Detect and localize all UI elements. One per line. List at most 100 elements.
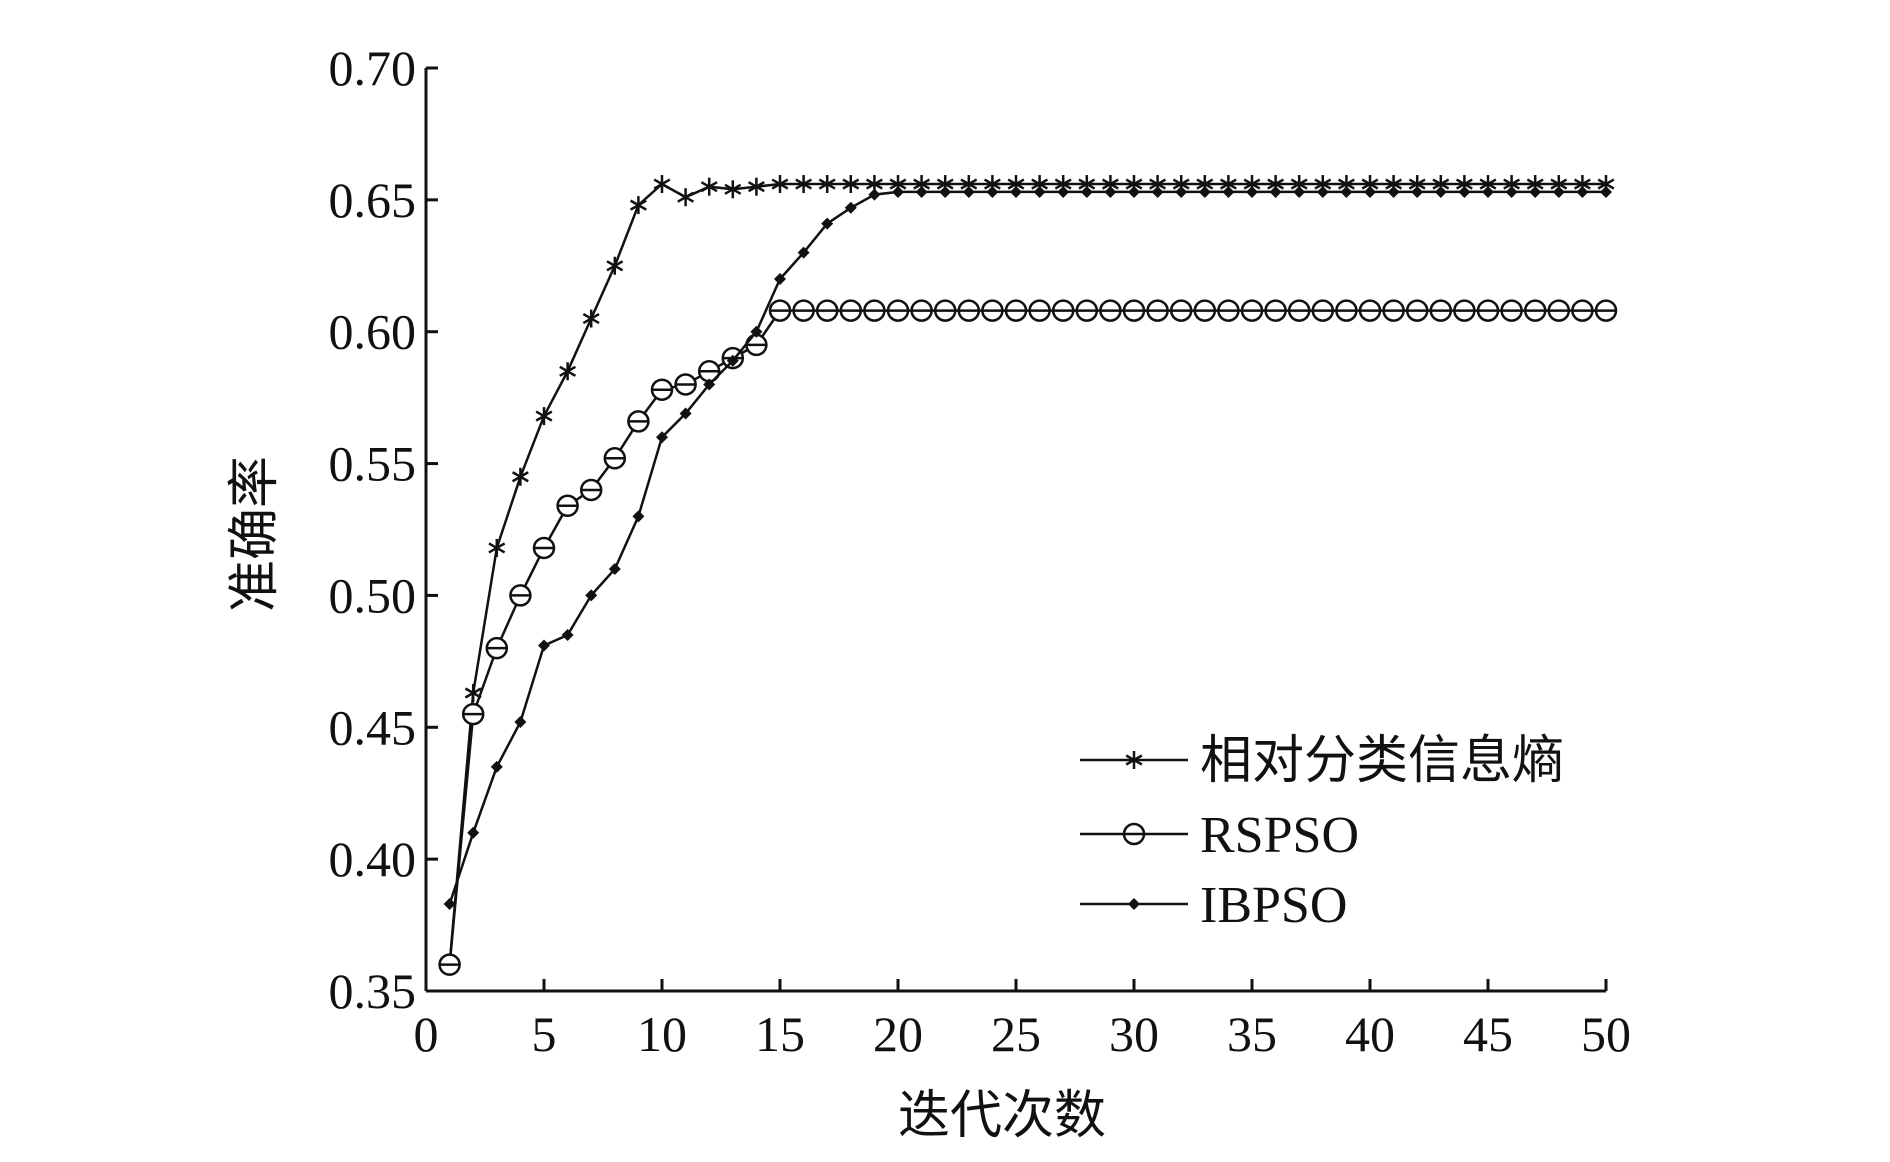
data-point	[986, 185, 999, 198]
data-point	[1387, 185, 1400, 198]
data-point	[1125, 751, 1143, 769]
legend-item: RSPSO	[1080, 807, 1359, 864]
star-stroke	[1125, 178, 1143, 190]
data-point	[443, 897, 456, 910]
star-stroke	[1219, 178, 1237, 190]
star-stroke	[865, 178, 883, 190]
data-point	[750, 325, 763, 338]
legend-label: 相对分类信息熵	[1200, 733, 1564, 790]
x-tick-label: 25	[991, 1006, 1041, 1062]
star-stroke	[1432, 178, 1450, 190]
star-stroke	[1125, 754, 1143, 766]
data-point	[1246, 185, 1258, 198]
data-point	[915, 185, 928, 198]
axes: 0.35 0.40 0.45 0.50 0.55 0.60 0.65 0.70 0 5 10 15 20…	[329, 40, 1632, 1062]
star-stroke	[1408, 178, 1426, 190]
star-stroke	[1573, 178, 1591, 190]
x-tick-label: 35	[1227, 1006, 1277, 1062]
data-point	[1458, 185, 1471, 198]
star-stroke	[1526, 178, 1544, 190]
data-point	[700, 177, 718, 196]
star-stroke	[889, 178, 907, 190]
data-point	[467, 826, 480, 839]
star-stroke	[1550, 178, 1568, 190]
data-point	[1576, 185, 1589, 198]
data-point	[1175, 185, 1188, 198]
data-point	[795, 175, 813, 194]
data-point	[939, 185, 952, 198]
data-point	[1505, 185, 1518, 198]
data-point	[1552, 185, 1565, 198]
star-stroke	[1290, 178, 1308, 190]
data-point	[1198, 185, 1211, 198]
star-stroke	[1172, 178, 1190, 190]
star-stroke	[724, 183, 742, 195]
star-stroke	[653, 178, 671, 190]
data-point	[724, 180, 742, 199]
x-tick-label: 15	[755, 1006, 805, 1062]
star-stroke	[771, 178, 789, 190]
x-tick-label: 30	[1109, 1006, 1159, 1062]
data-point	[1411, 185, 1424, 198]
data-point	[1269, 185, 1282, 198]
data-point	[892, 185, 904, 198]
data-point	[747, 177, 765, 196]
data-point	[726, 354, 739, 367]
data-point	[1364, 185, 1376, 198]
legend-label: IBPSO	[1200, 877, 1347, 934]
data-point	[1222, 185, 1235, 198]
y-tick-label: 0.35	[329, 963, 417, 1019]
legend: 相对分类信息熵 RSPSO IBPSO	[1080, 733, 1564, 934]
data-point	[1293, 185, 1306, 198]
data-point	[821, 217, 834, 230]
data-point	[844, 201, 857, 214]
y-tick-label: 0.60	[329, 304, 417, 360]
star-stroke	[1503, 178, 1521, 190]
data-point	[585, 589, 598, 602]
data-point	[868, 188, 881, 201]
data-point	[656, 431, 668, 444]
star-stroke	[747, 181, 765, 193]
y-tick-label: 0.55	[329, 436, 417, 492]
star-stroke	[582, 312, 600, 325]
series-3	[443, 185, 1612, 910]
data-point	[962, 185, 975, 198]
y-tick-label: 0.50	[329, 567, 417, 623]
data-point	[1128, 898, 1140, 910]
data-point	[842, 175, 860, 194]
star-stroke	[936, 178, 954, 190]
star-stroke	[913, 178, 931, 190]
star-stroke	[700, 181, 718, 193]
data-point	[488, 538, 506, 557]
data-point	[632, 510, 645, 523]
y-tick-label: 0.45	[329, 699, 417, 755]
data-point	[514, 716, 527, 729]
star-stroke	[818, 178, 836, 190]
data-point	[797, 246, 810, 259]
star-stroke	[1337, 178, 1355, 190]
data-point	[1529, 185, 1542, 198]
x-tick-label: 40	[1345, 1006, 1395, 1062]
data-point	[679, 407, 692, 420]
star-stroke	[511, 471, 529, 483]
star-stroke	[1101, 178, 1119, 190]
star-stroke	[983, 178, 1001, 190]
data-point	[1434, 185, 1447, 198]
star-stroke	[535, 410, 553, 422]
data-point	[1080, 185, 1093, 198]
data-point	[1151, 185, 1164, 198]
star-stroke	[960, 178, 978, 190]
x-tick-label: 50	[1581, 1006, 1631, 1062]
data-point	[561, 628, 574, 641]
data-point	[653, 175, 671, 194]
star-stroke	[1149, 178, 1167, 190]
x-tick-label: 0	[414, 1006, 439, 1062]
data-point	[538, 639, 550, 652]
data-point	[490, 760, 503, 773]
data-point	[606, 256, 624, 275]
data-point	[677, 188, 695, 207]
series-line	[448, 182, 1606, 965]
y-axis-title: 准确率	[227, 456, 284, 612]
